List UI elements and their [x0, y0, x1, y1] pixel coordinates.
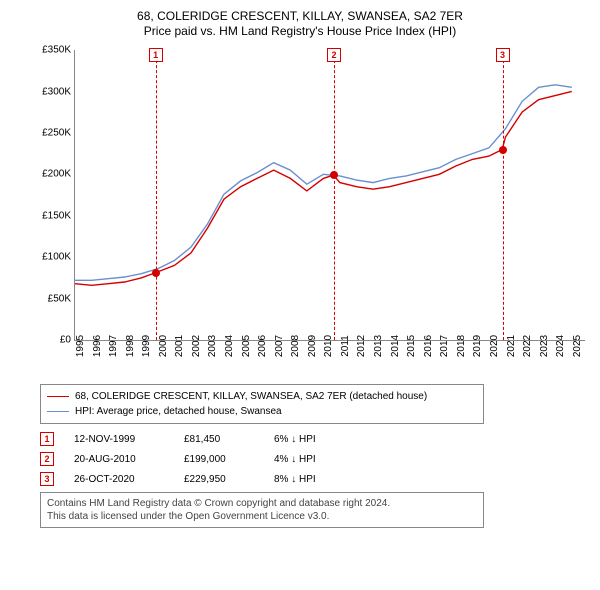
y-axis-label: £0	[31, 335, 71, 346]
x-axis-label: 2018	[456, 335, 467, 357]
x-axis-label: 1999	[141, 335, 152, 357]
x-axis-label: 2006	[257, 335, 268, 357]
chart-title-line1: 68, COLERIDGE CRESCENT, KILLAY, SWANSEA,…	[10, 8, 590, 24]
event-marker-box: 3	[496, 48, 510, 62]
x-axis-label: 2022	[522, 335, 533, 357]
chart-area: £0 £50K £100K £150K £200K £250K £300K £350K 1995…	[30, 44, 590, 374]
event-line	[156, 50, 157, 340]
x-axis-label: 2025	[572, 335, 583, 357]
legend-swatch	[47, 396, 69, 397]
event-delta: 6% ↓ HPI	[274, 434, 316, 445]
y-axis-label: £350K	[31, 45, 71, 56]
x-axis-label: 2012	[356, 335, 367, 357]
x-axis-label: 2000	[158, 335, 169, 357]
footer-line2: This data is licensed under the Open Gov…	[47, 510, 477, 523]
event-date: 26-OCT-2020	[74, 474, 164, 485]
legend-label: 68, COLERIDGE CRESCENT, KILLAY, SWANSEA,…	[75, 389, 427, 404]
x-axis-label: 2024	[555, 335, 566, 357]
event-price: £229,950	[184, 474, 254, 485]
event-marker-box: 1	[149, 48, 163, 62]
y-axis-label: £150K	[31, 210, 71, 221]
series-hpi	[75, 85, 572, 280]
x-axis-label: 1998	[125, 335, 136, 357]
legend-row: HPI: Average price, detached house, Swan…	[47, 404, 477, 419]
event-row: 3 26-OCT-2020 £229,950 8% ↓ HPI	[40, 472, 590, 486]
x-axis-label: 2014	[390, 335, 401, 357]
footer: Contains HM Land Registry data © Crown c…	[40, 492, 484, 528]
x-axis-label: 1996	[92, 335, 103, 357]
events-table: 1 12-NOV-1999 £81,450 6% ↓ HPI 2 20-AUG-2010 £…	[40, 432, 590, 486]
legend-label: HPI: Average price, detached house, Swan…	[75, 404, 282, 419]
x-axis-label: 2015	[406, 335, 417, 357]
event-price: £81,450	[184, 434, 254, 445]
x-axis-label: 2016	[423, 335, 434, 357]
y-axis-label: £100K	[31, 252, 71, 263]
event-date: 20-AUG-2010	[74, 454, 164, 465]
x-axis-label: 2003	[207, 335, 218, 357]
container: 68, COLERIDGE CRESCENT, KILLAY, SWANSEA,…	[0, 0, 600, 590]
y-axis-label: £200K	[31, 169, 71, 180]
plot-area: £0£50K£100K£150K£200K£250K£300K£350K1995…	[74, 50, 585, 341]
x-axis-label: 2001	[174, 335, 185, 357]
x-axis-label: 2005	[241, 335, 252, 357]
x-axis-label: 2021	[506, 335, 517, 357]
chart-title-line2: Price paid vs. HM Land Registry's House …	[10, 24, 590, 38]
x-axis-label: 2002	[191, 335, 202, 357]
line-chart-svg	[75, 50, 585, 340]
event-dot	[152, 269, 160, 277]
x-axis-label: 2019	[472, 335, 483, 357]
x-axis-label: 1997	[108, 335, 119, 357]
x-axis-label: 2013	[373, 335, 384, 357]
event-price: £199,000	[184, 454, 254, 465]
y-axis-label: £50K	[31, 293, 71, 304]
event-delta: 8% ↓ HPI	[274, 474, 316, 485]
x-axis-label: 2011	[340, 335, 351, 357]
x-axis-label: 2008	[290, 335, 301, 357]
x-axis-label: 2010	[323, 335, 334, 357]
event-date: 12-NOV-1999	[74, 434, 164, 445]
event-number-box: 2	[40, 452, 54, 466]
x-axis-label: 1995	[75, 335, 86, 357]
x-axis-label: 2004	[224, 335, 235, 357]
event-row: 2 20-AUG-2010 £199,000 4% ↓ HPI	[40, 452, 590, 466]
event-line	[503, 50, 504, 340]
legend: 68, COLERIDGE CRESCENT, KILLAY, SWANSEA,…	[40, 384, 484, 424]
x-axis-label: 2020	[489, 335, 500, 357]
x-axis-label: 2009	[307, 335, 318, 357]
event-dot	[499, 146, 507, 154]
event-marker-box: 2	[327, 48, 341, 62]
event-row: 1 12-NOV-1999 £81,450 6% ↓ HPI	[40, 432, 590, 446]
legend-row: 68, COLERIDGE CRESCENT, KILLAY, SWANSEA,…	[47, 389, 477, 404]
event-number-box: 1	[40, 432, 54, 446]
event-dot	[330, 171, 338, 179]
series-property	[75, 92, 572, 286]
event-number-box: 3	[40, 472, 54, 486]
event-delta: 4% ↓ HPI	[274, 454, 316, 465]
footer-line1: Contains HM Land Registry data © Crown c…	[47, 497, 477, 510]
x-axis-label: 2007	[274, 335, 285, 357]
x-axis-label: 2023	[539, 335, 550, 357]
y-axis-label: £250K	[31, 128, 71, 139]
x-axis-label: 2017	[439, 335, 450, 357]
event-line	[334, 50, 335, 340]
y-axis-label: £300K	[31, 86, 71, 97]
legend-swatch	[47, 411, 69, 412]
